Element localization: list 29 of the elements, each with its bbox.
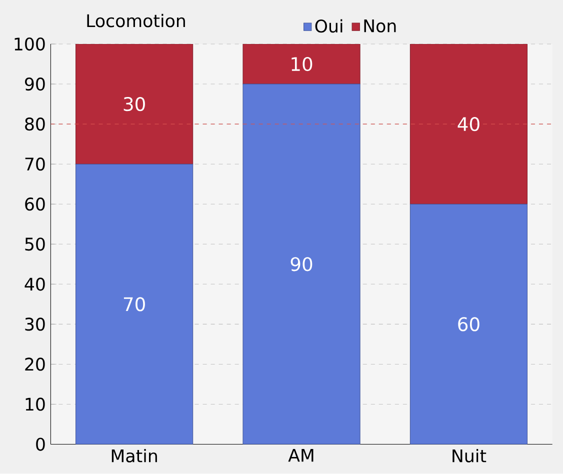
data-label: 30 xyxy=(124,97,145,112)
y-tick-label: 90 xyxy=(25,78,45,91)
y-tick-label: 70 xyxy=(25,158,45,171)
y-tick-label: 0 xyxy=(36,438,45,452)
bar xyxy=(76,44,194,165)
x-tick-label: Matin xyxy=(112,449,157,463)
bar xyxy=(410,204,528,444)
y-tick-label: 50 xyxy=(25,238,45,251)
data-label: 90 xyxy=(290,257,312,272)
y-tick-label: 10 xyxy=(26,398,45,411)
y-tick-label: 20 xyxy=(25,358,45,371)
y-tick-label: 60 xyxy=(25,198,45,211)
y-tick-label: 80 xyxy=(25,118,45,131)
bar xyxy=(410,44,528,205)
legend-label: Oui xyxy=(315,19,342,33)
x-tick-label: AM xyxy=(288,449,314,462)
data-label: 60 xyxy=(458,317,480,332)
chart-title: Locomotion xyxy=(87,14,185,28)
y-tick-label: 30 xyxy=(25,318,45,331)
y-tick-label: 40 xyxy=(24,278,45,291)
data-label: 10 xyxy=(292,57,312,72)
x-tick-label: Nuit xyxy=(452,449,486,463)
y-tick-label: 100 xyxy=(14,38,45,51)
bar xyxy=(242,84,360,444)
bar xyxy=(76,164,194,444)
bar xyxy=(242,44,360,84)
legend-label: Non xyxy=(364,20,396,33)
data-label: 40 xyxy=(458,117,480,132)
data-label: 70 xyxy=(124,297,145,312)
